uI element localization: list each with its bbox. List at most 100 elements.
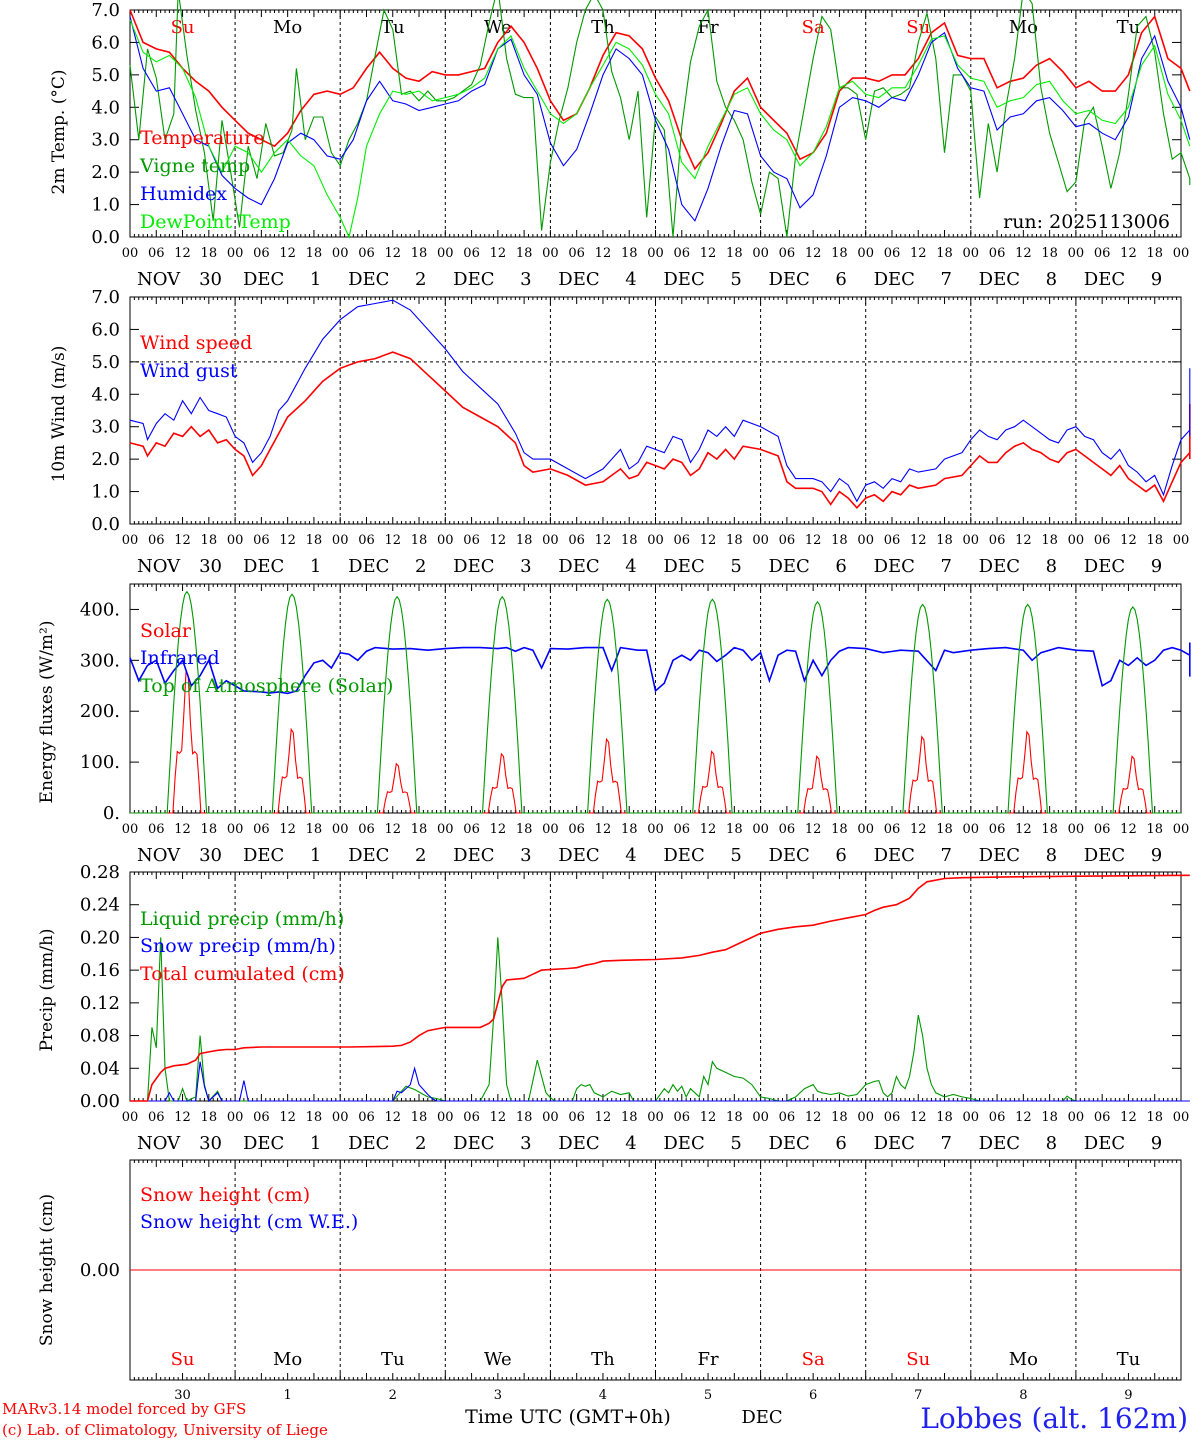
hour-label: 00	[647, 533, 664, 548]
day-month-label: DEC	[558, 1133, 599, 1154]
day-number-label: 2	[415, 269, 426, 290]
hour-label: 12	[805, 1110, 822, 1125]
hour-label: 06	[358, 1110, 375, 1125]
day-month-label: DEC	[453, 556, 494, 577]
y-tick-label: 4.0	[91, 384, 120, 405]
y-tick-label: 7.0	[91, 0, 120, 21]
day-month-label: DEC	[348, 845, 389, 866]
day-month-label: DEC	[453, 269, 494, 290]
hour-label: 18	[831, 1110, 848, 1125]
series-line-wind-gust	[129, 299, 1191, 503]
hour-label: 12	[595, 1110, 612, 1125]
y-tick-label: 200.	[80, 701, 120, 722]
hour-label: 12	[595, 246, 612, 261]
hour-label: 06	[779, 533, 796, 548]
series-line-humidex	[129, 16, 1191, 222]
hour-label: 18	[411, 533, 428, 548]
y-tick-label: 6.0	[91, 32, 120, 53]
hour-label: 12	[384, 822, 401, 837]
weekday-label: Mo	[273, 1349, 302, 1370]
hour-label: 00	[542, 533, 559, 548]
hour-label: 06	[884, 1110, 901, 1125]
day-number-label: 4	[625, 1133, 636, 1154]
y-tick-label: 0.	[103, 803, 120, 824]
day-month-label: DEC	[243, 845, 284, 866]
hour-label: 06	[253, 822, 270, 837]
day-month-label: DEC	[874, 556, 915, 577]
hour-label: 06	[989, 1110, 1006, 1125]
day-month-label: DEC	[874, 845, 915, 866]
day-number-label: 7	[941, 1133, 952, 1154]
hour-label: 12	[1015, 533, 1032, 548]
hour-label: 06	[1094, 1110, 1111, 1125]
y-tick-label: 0.28	[80, 862, 120, 883]
series-line-total-cumulated-cm-	[130, 874, 1190, 1102]
day-number-label: 7	[914, 1388, 922, 1403]
day-number-label: 30	[174, 1388, 191, 1403]
hour-label: 00	[437, 246, 454, 261]
hour-label: 12	[805, 246, 822, 261]
day-month-label: NOV	[137, 845, 181, 866]
day-month-label: DEC	[348, 1133, 389, 1154]
weekday-label: Fr	[698, 17, 719, 38]
hour-label: 06	[358, 822, 375, 837]
series-line-infrared	[129, 642, 1191, 695]
y-tick-label: 0.08	[80, 1026, 120, 1047]
legend-wind-gust: Wind gust	[140, 360, 238, 382]
weekday-label: Th	[591, 1349, 615, 1370]
hour-label: 00	[1173, 533, 1190, 548]
legend-vigne-temp: Vigne temp	[139, 155, 250, 177]
hour-label: 06	[463, 533, 480, 548]
day-number-label: 7	[941, 845, 952, 866]
y-tick-label: 1.0	[91, 482, 120, 503]
y-tick-label: 3.0	[91, 130, 120, 151]
day-number-label: 4	[599, 1388, 607, 1403]
y-tick-label: 0.00	[80, 1091, 120, 1112]
hour-label: 12	[174, 822, 191, 837]
y-tick-label: 4.0	[91, 97, 120, 118]
legend-dewpoint: DewPoint Temp	[140, 211, 291, 233]
wind-panel: 0.01.02.03.04.05.06.07.000 06 12 18 00 06 12 18…	[91, 287, 1191, 577]
day-number-label: 8	[1019, 1388, 1027, 1403]
y-tick-label: 5.0	[91, 65, 120, 86]
day-number-label: 6	[835, 1133, 846, 1154]
day-month-label: DEC	[979, 845, 1020, 866]
hour-label: 06	[148, 533, 165, 548]
hour-label: 00	[122, 1110, 139, 1125]
day-number-label: 30	[199, 845, 222, 866]
hour-label: 18	[306, 1110, 323, 1125]
legend-snow-height-we: Snow height (cm W.E.)	[140, 1211, 358, 1233]
wind-ylabel: 10m Wind (m/s)	[49, 346, 69, 483]
hour-label: 06	[1094, 822, 1111, 837]
y-tick-label: 1.0	[91, 195, 120, 216]
hour-label: 00	[1068, 1110, 1085, 1125]
hour-label: 00	[542, 246, 559, 261]
hour-label: 00	[1173, 246, 1190, 261]
day-month-label: DEC	[768, 1133, 809, 1154]
y-tick-label: 0.00	[80, 1260, 120, 1281]
day-month-label: DEC	[663, 845, 704, 866]
hour-label: 06	[463, 822, 480, 837]
day-number-label: 2	[415, 1133, 426, 1154]
hour-label: 18	[306, 822, 323, 837]
snow-panel: 0.00 Su 30 Mo 1 Tu 2 We 3 Th 4 Fr 5 Sa 6 Su 7 Mo 8 Tu 9	[80, 1159, 1182, 1403]
hour-label: 18	[726, 822, 743, 837]
hour-label: 12	[910, 822, 927, 837]
day-number-label: 7	[941, 556, 952, 577]
hour-label: 12	[700, 822, 717, 837]
series-line-top-of-atmosphere-solar-	[130, 590, 1181, 814]
hour-label: 18	[411, 246, 428, 261]
weekday-label: Mo	[1009, 17, 1038, 38]
weekday-label: Mo	[1009, 1349, 1038, 1370]
hour-label: 12	[910, 1110, 927, 1125]
hour-label: 00	[647, 246, 664, 261]
day-number-label: 3	[494, 1388, 502, 1403]
hour-label: 06	[148, 246, 165, 261]
hour-label: 12	[490, 1110, 507, 1125]
day-number-label: 4	[625, 556, 636, 577]
hour-label: 18	[1146, 246, 1163, 261]
day-number-label: 6	[835, 269, 846, 290]
day-month-label: DEC	[243, 269, 284, 290]
legend-snow-precip: Snow precip (mm/h)	[140, 935, 336, 957]
